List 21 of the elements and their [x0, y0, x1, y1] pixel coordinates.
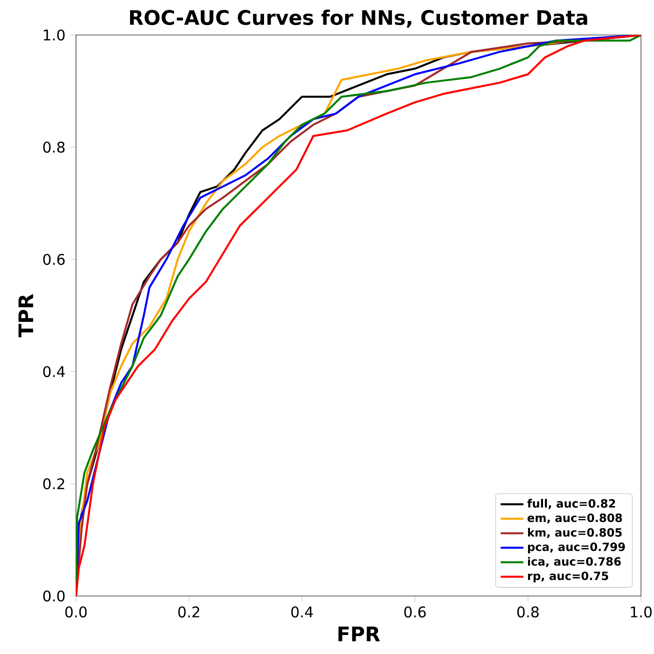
y-tick-label: 0.0	[43, 590, 65, 602]
y-axis-title: TPR	[18, 294, 34, 338]
y-tick-label: 0.2	[43, 478, 64, 490]
x-tick-label: 0.0	[65, 606, 87, 618]
legend-label: em, auc=0.808	[528, 514, 622, 524]
legend-label: rp, auc=0.75	[528, 572, 608, 582]
y-tick-label: 0.6	[43, 254, 65, 265]
x-tick-label: 1.0	[630, 606, 652, 618]
legend-label: ica, auc=0.786	[528, 556, 621, 568]
legend-label: full, auc=0.82	[527, 498, 616, 510]
y-tick-label: 0.8	[43, 142, 65, 153]
chart-title: ROC-AUC Curves for NNs, Customer Data	[130, 10, 588, 28]
legend-label: pca, auc=0.799	[528, 542, 625, 554]
legend-label: km, auc=0.805	[528, 528, 622, 538]
x-tick-label: 0.2	[178, 606, 200, 618]
x-tick-label: 0.8	[517, 606, 539, 618]
y-tick-label: 0.4	[43, 366, 65, 378]
x-tick-label: 0.6	[404, 606, 426, 618]
x-tick-label: 0.4	[291, 606, 313, 618]
y-tick-label: 1.0	[44, 29, 65, 41]
x-axis-title: FPR	[338, 626, 380, 642]
